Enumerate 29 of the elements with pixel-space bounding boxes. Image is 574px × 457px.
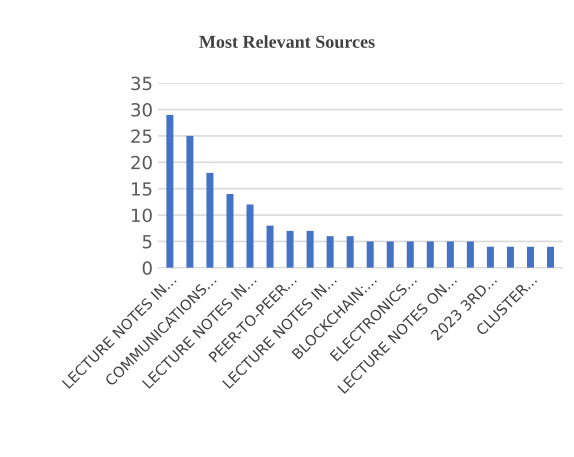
bar xyxy=(346,236,354,268)
y-tick-label: 30 xyxy=(131,103,152,117)
bar xyxy=(366,241,374,268)
bar xyxy=(306,230,314,268)
y-tick-label: 35 xyxy=(131,76,152,90)
bar xyxy=(206,172,214,268)
bar xyxy=(526,246,534,268)
bar xyxy=(466,241,474,268)
bar xyxy=(386,241,394,268)
y-tick-label: 10 xyxy=(132,208,152,222)
chart-title: Most Relevant Sources xyxy=(199,35,375,48)
bar xyxy=(246,204,254,268)
bar xyxy=(166,114,174,268)
y-tick-label: 20 xyxy=(131,156,152,170)
bar xyxy=(426,241,434,268)
bar xyxy=(486,246,494,268)
bar xyxy=(326,236,334,268)
y-tick-label: 15 xyxy=(132,182,152,196)
y-tick-label: 25 xyxy=(131,129,152,144)
bar xyxy=(546,246,554,268)
bar xyxy=(286,230,294,268)
bar xyxy=(266,226,274,268)
bar xyxy=(446,241,454,268)
bar xyxy=(406,241,414,268)
bar xyxy=(506,246,514,268)
y-tick-label: 0 xyxy=(142,261,152,275)
bar xyxy=(186,136,194,268)
bar xyxy=(226,194,234,268)
y-tick-label: 5 xyxy=(142,235,152,249)
